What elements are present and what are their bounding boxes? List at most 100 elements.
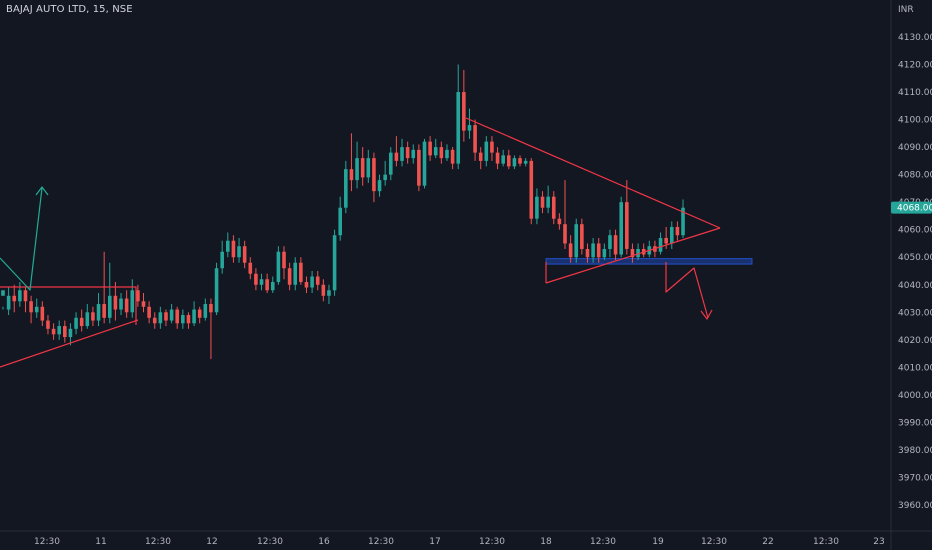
candle-bearish [372,152,376,203]
ascending-triangle-lower-line[interactable] [545,227,721,284]
candle-bearish [568,235,573,263]
candle-body [568,243,573,258]
candle-body [147,306,151,318]
support-zone-box[interactable] [545,258,753,265]
time-tick-label: 11 [95,537,106,547]
candle-body [349,169,354,181]
candle-bearish [124,290,129,318]
candle-bearish [152,312,157,329]
candle-bullish [366,149,371,183]
candle-bullish [169,304,174,324]
price-tick-label: 4050.00 [898,253,932,263]
price-tick-label: 4080.00 [898,171,932,181]
candle-body [422,141,427,186]
candle-bullish [1,290,5,310]
candle-bearish [91,306,95,327]
candle-bearish [613,229,618,260]
candle-body [158,312,163,324]
time-tick-label: 23 [873,537,884,547]
candle-body [141,301,146,307]
time-tick-label: 12:30 [590,537,616,547]
candle-bullish [681,199,685,238]
candle-bullish [433,138,438,159]
candle-body [124,298,129,313]
candle-bullish [220,240,224,274]
time-tick-label: 17 [429,537,440,547]
candle-bullish [68,323,73,346]
candle-bullish [669,221,674,249]
candle-body [344,169,348,208]
candle-body [417,149,421,186]
candle-body [405,147,410,159]
candle-bullish [658,232,663,255]
candle-body [226,240,230,252]
candle-body [51,328,56,335]
candle-body [467,125,472,131]
candle-bearish [349,133,354,192]
candle-bullish [602,243,607,260]
candle-bullish [546,185,550,214]
time-tick-label: 19 [652,537,664,547]
candle-body [107,295,112,318]
candle-body [619,202,623,255]
drawings-layer[interactable] [0,117,721,368]
candle-body [63,326,67,338]
candle-body [23,290,28,302]
candle-body [478,152,483,161]
candle-body [293,262,298,285]
bullish-arrow-path[interactable] [0,187,43,291]
candle-body [254,273,258,285]
candle-body [152,317,157,324]
candle-body [12,295,17,302]
candle-bullish [608,229,612,258]
bearish-projection-path[interactable] [665,262,709,319]
candle-bearish [551,191,556,225]
resistance-line-left[interactable] [0,286,137,325]
candle-body [186,315,191,324]
candle-body [242,246,247,263]
price-tick-label: 3980.00 [898,446,932,456]
candle-bearish [563,180,567,249]
candle-body [411,149,416,159]
candle-bearish [490,136,494,161]
price-tick-label: 4120.00 [898,61,932,71]
candle-bullish [130,279,135,318]
candle-bearish [529,158,534,225]
time-axis[interactable]: 12:30 11 12:30 12 12:30 16 12:30 17 12:30 18 12:30… [34,537,885,547]
candle-body [377,180,382,192]
candle-bearish [507,149,511,170]
candle-body [501,155,505,164]
ascending-trendline-left[interactable] [0,319,139,368]
candle-body [563,224,567,244]
descending-triangle-upper-line[interactable] [465,117,721,229]
candle-bearish [394,136,399,167]
candle-bullish [456,64,461,170]
candle-body [394,152,399,161]
price-axis[interactable]: 4130.00 4120.00 4110.00 4100.00 4090.00 4080.… [898,33,932,511]
bullish-arrowhead[interactable] [35,186,49,196]
bearish-arrowhead[interactable] [700,309,713,320]
candle-body [29,301,33,313]
candle-bearish [141,293,146,313]
candle-body [366,158,371,178]
candle-bullish [383,160,387,186]
candle-body [360,158,365,178]
candle-body [507,155,511,167]
candle-body [602,248,607,258]
candle-bullish [467,108,472,139]
candle-bullish [34,298,39,318]
candle-bullish [332,229,337,296]
candle-bullish [181,309,185,329]
candle-body [462,92,466,131]
candle-bearish [321,279,326,302]
time-tick-label: 12:30 [479,537,505,547]
candle-bearish [495,147,500,170]
candle-bullish [158,306,163,329]
candle-bullish [422,138,427,189]
candle-body [551,196,556,219]
candle-body [299,262,303,283]
candle-bearish [478,147,483,170]
time-tick-label: 12:30 [34,537,60,547]
